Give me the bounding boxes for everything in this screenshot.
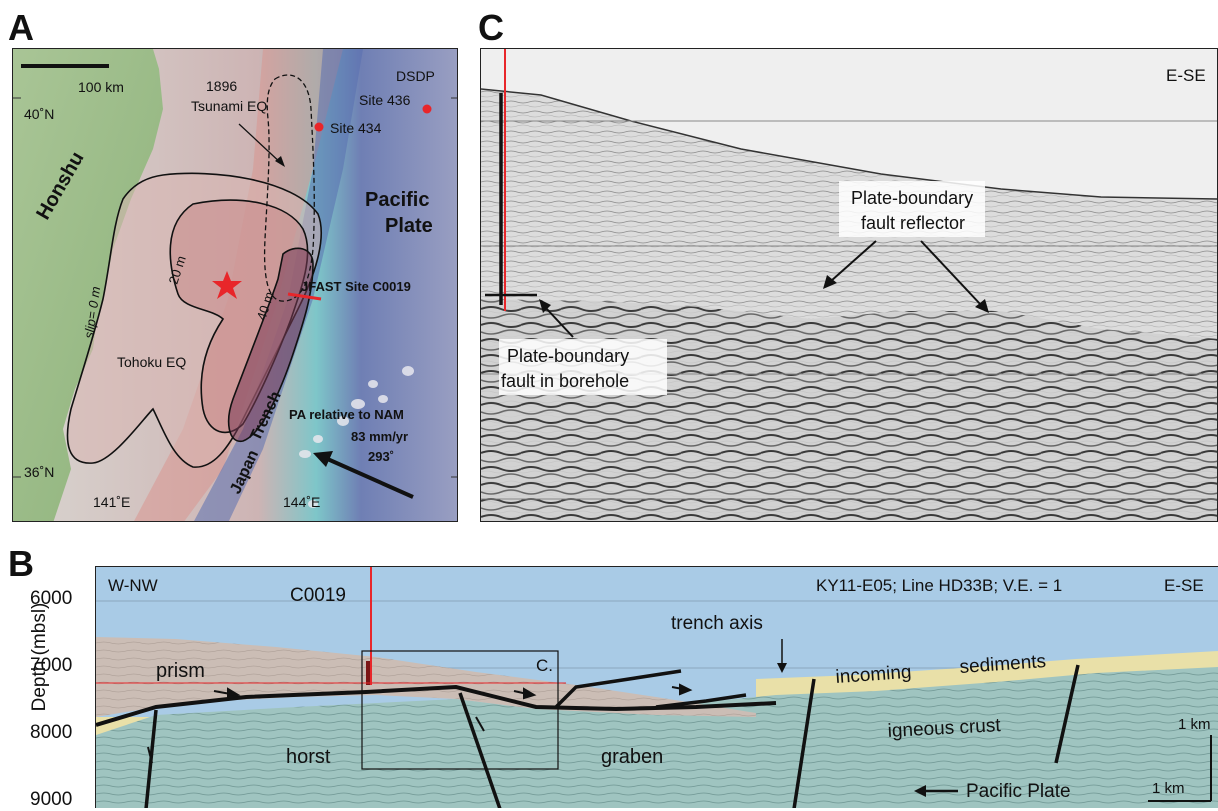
box-c-label: C.	[536, 656, 553, 675]
graben-label: graben	[601, 746, 663, 768]
panel-c-box	[361, 650, 559, 770]
trench-axis-label: trench axis	[671, 613, 763, 634]
reflector-label-1: Plate-boundary	[851, 188, 973, 208]
ytick-7000: 7000	[30, 655, 73, 676]
lat-36n: 36˚N	[24, 464, 54, 480]
tohoku-label: Tohoku EQ	[117, 354, 186, 370]
ytick-6000: 6000	[30, 588, 73, 609]
borehole-label-bg	[499, 339, 667, 395]
seismic-lower-reflectors	[481, 299, 1217, 521]
borehole-label-1: Plate-boundary	[507, 346, 629, 366]
seamounts	[299, 366, 414, 508]
reflector-arrow-1	[830, 240, 877, 282]
pa-rel-label: PA relative to NAM	[289, 407, 404, 422]
trench-band	[194, 49, 363, 521]
dsdp-label: DSDP	[396, 68, 435, 84]
site-label: C0019	[290, 585, 346, 606]
igneous-crust-layer	[96, 667, 1218, 808]
eq1896-label-2: Tsunami EQ	[191, 98, 267, 114]
jfast-label: JFAST Site C0019	[301, 279, 411, 294]
borehole-arrowhead	[539, 299, 551, 313]
splay-fault-1	[554, 669, 682, 709]
reflector-label-bg	[839, 181, 985, 237]
line-info: KY11-E05; Line HD33B; V.E. = 1	[816, 576, 1062, 595]
plate-boundary-fault	[96, 684, 777, 727]
lon-141e: 141˚E	[93, 494, 130, 510]
map-panel: 100 km 40˚N 36˚N 141˚E 144˚E 1896 Tsunam…	[12, 48, 458, 522]
slip-arrows	[147, 683, 693, 764]
pacific-arrowhead	[914, 785, 926, 797]
reflector-label-2: fault reflector	[861, 213, 965, 233]
panel-label-a: A	[8, 7, 34, 48]
right-direction: E-SE	[1164, 576, 1204, 595]
section-panel: C. W-NW C0019 KY11-E05; Line HD33B; V.E.…	[95, 566, 1218, 808]
seismic-direction: E-SE	[1166, 66, 1206, 85]
rate-label: 83 mm/yr	[351, 429, 408, 444]
site436-label: Site 436	[359, 92, 411, 108]
slip-0m-label: slip= 0 m	[81, 285, 103, 339]
pacific-plate-label-2: Plate	[385, 215, 433, 237]
borehole-arrow	[544, 306, 574, 338]
panel-label-c: C	[478, 7, 504, 48]
lon-144e: 144˚E	[283, 494, 320, 510]
section-svg: C. W-NW C0019 KY11-E05; Line HD33B; V.E.…	[96, 567, 1218, 808]
plate-motion-arrowhead	[313, 451, 333, 467]
eq1896-leader	[238, 123, 284, 166]
epicenter-star-icon	[212, 271, 242, 299]
left-direction: W-NW	[108, 576, 158, 595]
prism-label: prism	[156, 660, 205, 682]
azimuth-label: 293˚	[368, 449, 394, 464]
scale-label: 100 km	[78, 79, 124, 95]
ytick-9000: 9000	[30, 789, 73, 810]
tsunami-1896-zone	[263, 74, 315, 302]
jfast-site-marker	[287, 292, 322, 301]
eq1896-arrowhead	[275, 156, 285, 167]
site-434-dot	[314, 122, 324, 132]
map-svg: 100 km 40˚N 36˚N 141˚E 144˚E 1896 Tsunam…	[13, 49, 457, 521]
ytick-8000: 8000	[30, 722, 73, 743]
lat-40n: 40˚N	[24, 106, 54, 122]
reflector-arrowhead-2	[975, 299, 989, 313]
honshu-land	[13, 49, 163, 521]
borehole-label-2: fault in borehole	[501, 371, 629, 391]
reflector-arrow-2	[920, 240, 982, 306]
horizontal-scale-label: 1 km	[1152, 780, 1185, 797]
pacific-plate-label: Pacific Plate	[966, 781, 1071, 802]
splay-fault-2	[655, 693, 747, 709]
reflector-arrowhead-1	[823, 275, 837, 289]
grid-ticks	[13, 97, 457, 478]
plate-motion-arrow	[322, 455, 414, 499]
panel-label-b: B	[8, 543, 34, 584]
site434-label: Site 434	[330, 120, 382, 136]
eq1896-label-1: 1896	[206, 78, 237, 94]
site-436-dot	[422, 104, 432, 114]
seismic-panel: E-SE Plate-boundary fault reflector Plat…	[480, 48, 1218, 522]
slip-40m-contour	[227, 247, 314, 442]
pacific-plate-label-1: Pacific	[365, 189, 429, 211]
vertical-scale-label: 1 km	[1178, 716, 1211, 733]
seismic-svg: E-SE Plate-boundary fault reflector Plat…	[481, 49, 1217, 521]
trench-axis-arrowhead	[777, 663, 787, 673]
seafloor-line	[481, 88, 1217, 200]
horst-label: horst	[286, 746, 331, 768]
